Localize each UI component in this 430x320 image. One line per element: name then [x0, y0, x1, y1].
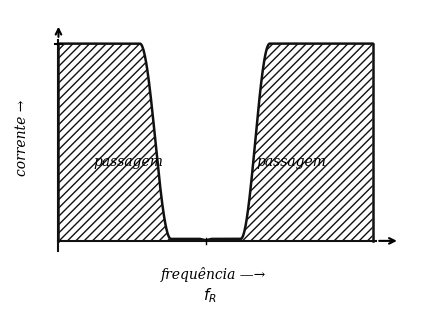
Text: $f_R$: $f_R$: [203, 287, 216, 306]
Text: passagem: passagem: [255, 155, 326, 169]
Text: frequência —→: frequência —→: [160, 267, 266, 282]
Text: passagem: passagem: [93, 155, 163, 169]
Polygon shape: [206, 44, 372, 241]
Text: corrente →: corrente →: [15, 100, 28, 177]
Polygon shape: [58, 44, 206, 241]
